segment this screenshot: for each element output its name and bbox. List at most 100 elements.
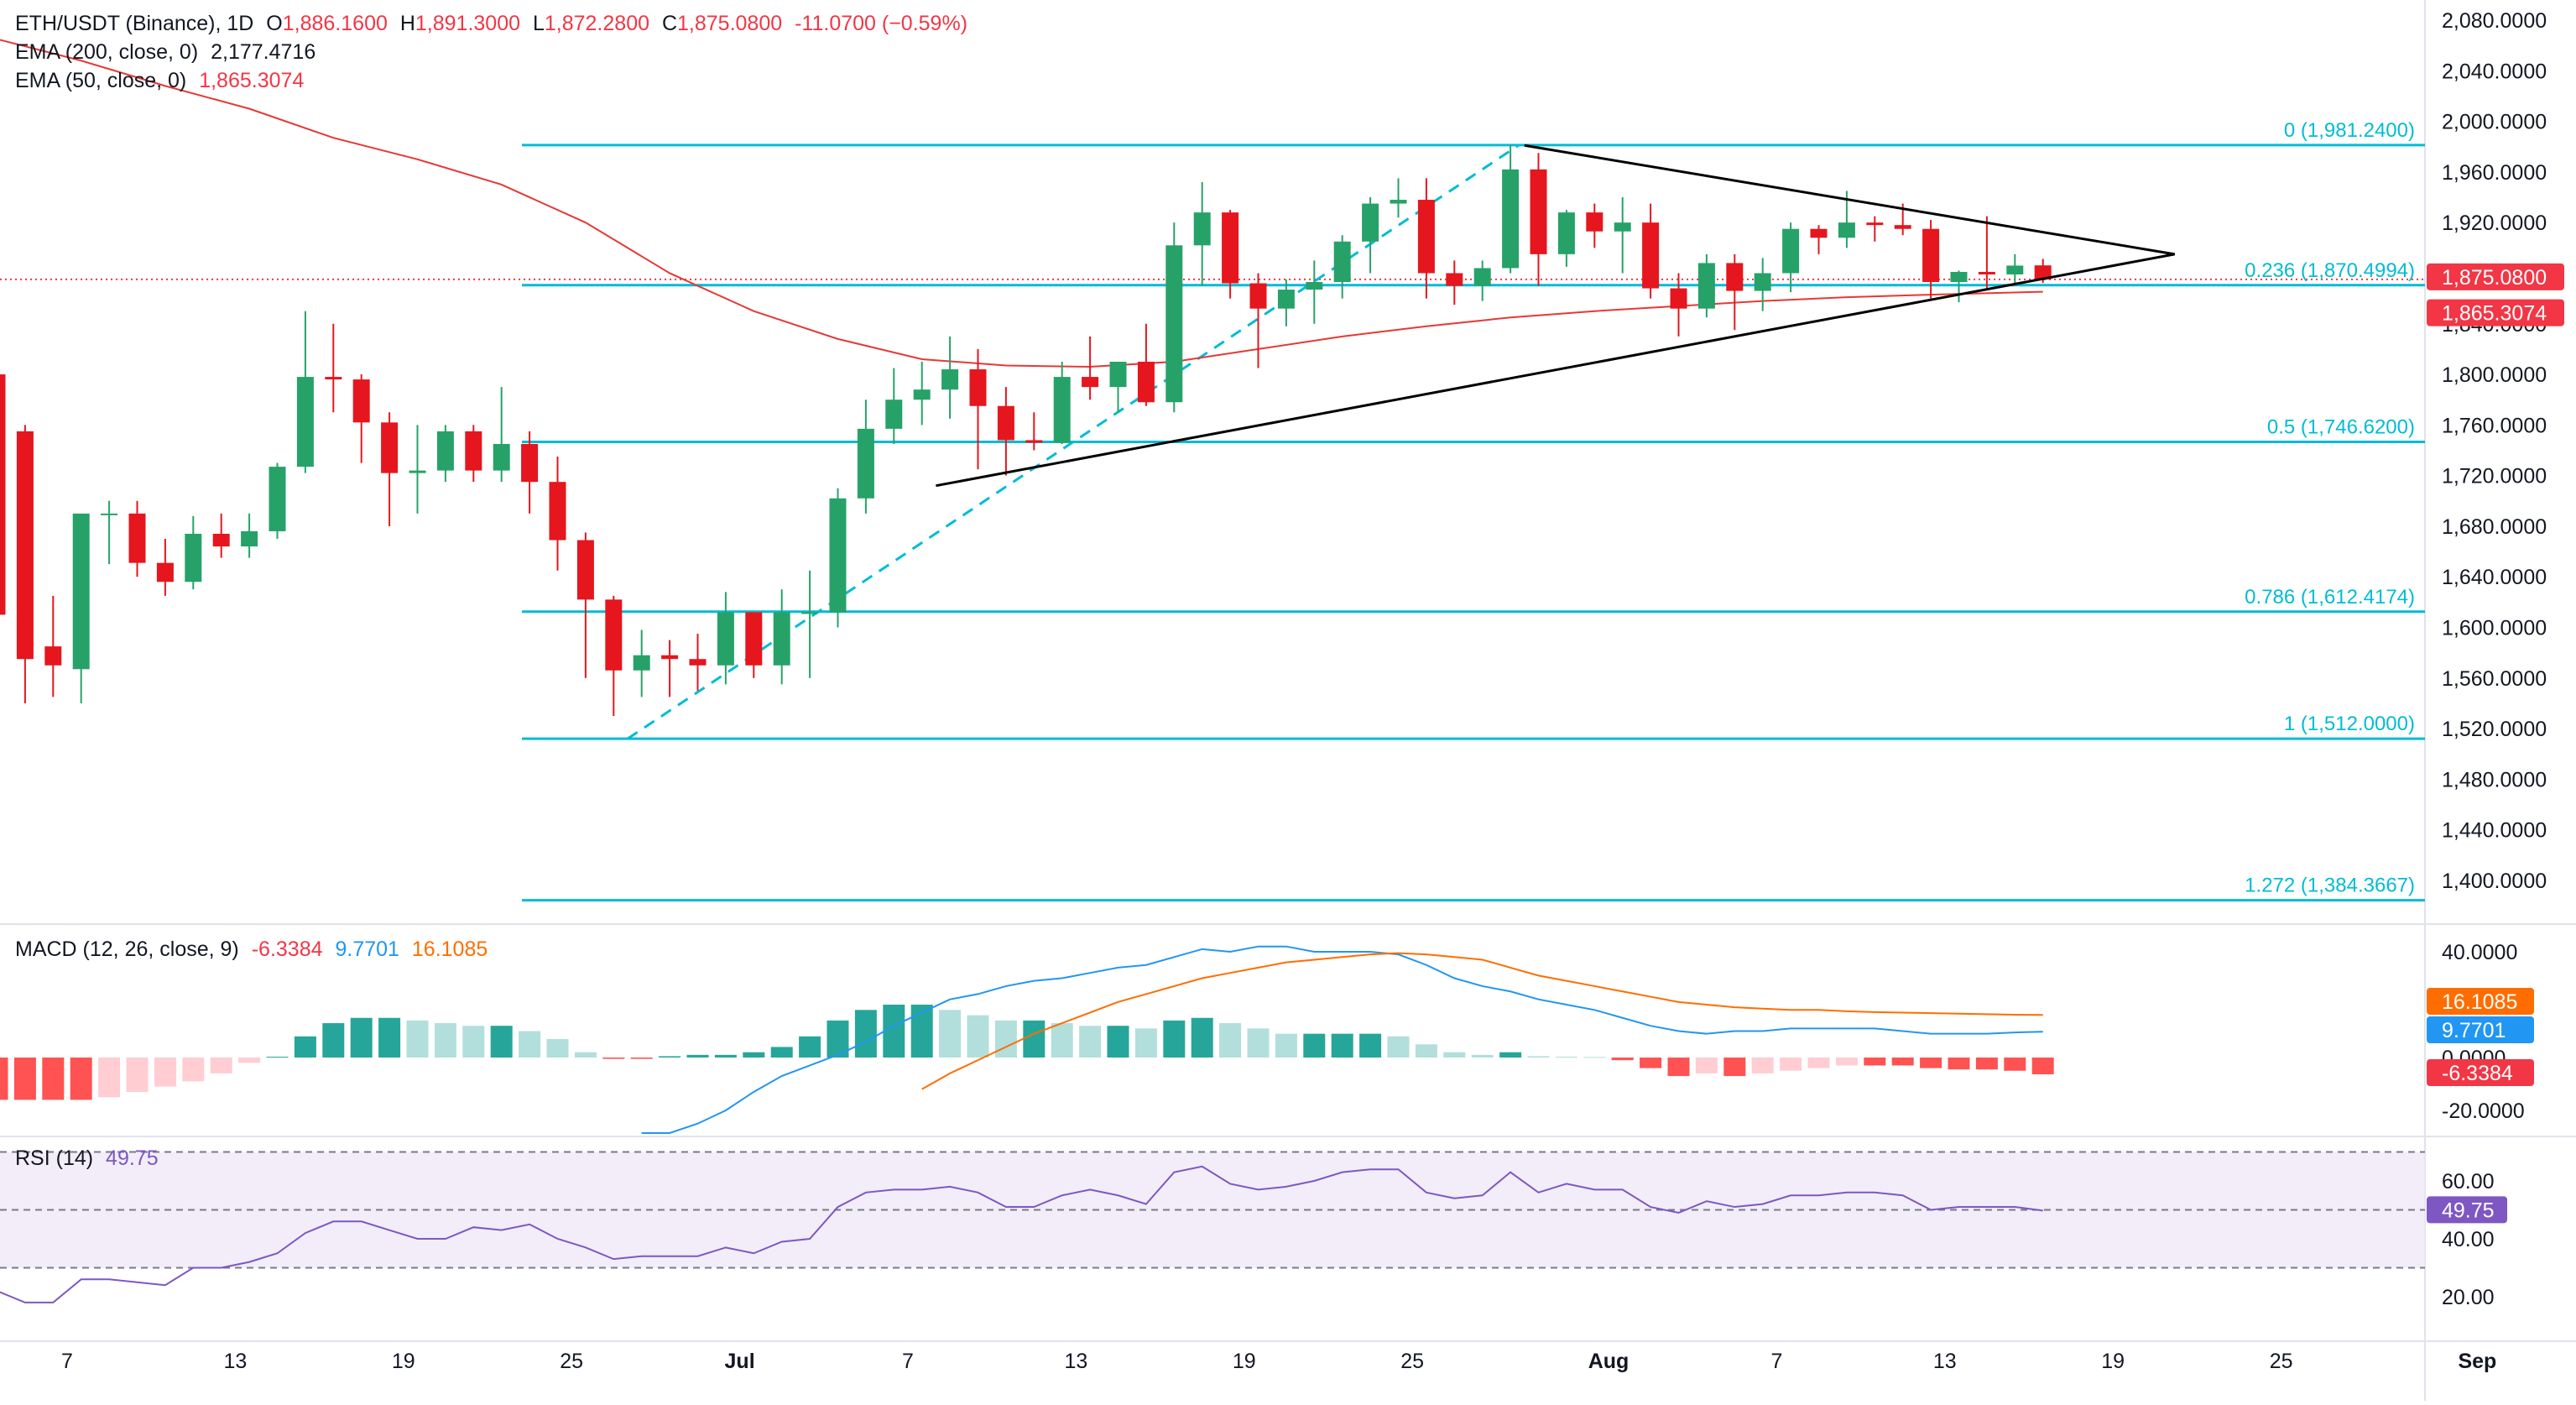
candle-up[interactable]	[913, 389, 931, 400]
candle-down[interactable]	[1082, 377, 1099, 388]
candle-up[interactable]	[717, 612, 734, 666]
candle-down[interactable]	[1417, 200, 1435, 274]
candle-down[interactable]	[1137, 361, 1155, 403]
candle-down[interactable]	[1810, 228, 1828, 238]
candle-up[interactable]	[1306, 282, 1323, 290]
candle-up[interactable]	[436, 431, 454, 471]
candle-down[interactable]	[1642, 222, 1660, 289]
price-axis-label: 1,800.0000	[2442, 363, 2547, 387]
macd-histogram-bar	[1275, 1033, 1297, 1058]
macd-signal-line[interactable]	[921, 952, 2043, 1090]
candle-up[interactable]	[773, 612, 790, 666]
candle-up[interactable]	[1165, 245, 1183, 403]
candle-down[interactable]	[689, 659, 707, 666]
candle-up[interactable]	[1782, 228, 1800, 274]
candle-down[interactable]	[1222, 212, 1239, 284]
candle-up[interactable]	[269, 467, 286, 531]
candle-up[interactable]	[1614, 222, 1631, 232]
candle-down[interactable]	[2034, 265, 2052, 279]
candle-down[interactable]	[969, 369, 987, 406]
candle-down[interactable]	[1894, 225, 1911, 229]
candle-up[interactable]	[1333, 241, 1351, 283]
candle-down[interactable]	[16, 431, 34, 660]
candle-up[interactable]	[1109, 361, 1127, 388]
candle-up[interactable]	[1053, 377, 1071, 443]
candle-down[interactable]	[465, 431, 482, 471]
candle-down[interactable]	[381, 422, 399, 473]
candle-down[interactable]	[745, 612, 763, 666]
candle-up[interactable]	[72, 513, 90, 670]
candle-down[interactable]	[325, 377, 342, 380]
candle-down[interactable]	[1025, 440, 1043, 443]
candle-down[interactable]	[128, 513, 146, 563]
ema50-legend[interactable]: EMA (50, close, 0) 1,865.3074	[15, 69, 310, 93]
candle-up[interactable]	[409, 470, 426, 473]
open-label: O	[266, 12, 283, 35]
candle-up[interactable]	[296, 377, 314, 467]
candle-up[interactable]	[633, 655, 650, 671]
candle-up[interactable]	[1390, 200, 1407, 204]
candle-down[interactable]	[212, 533, 230, 547]
time-axis-label: 13	[1064, 1350, 1087, 1373]
close-value: 1,875.0800	[677, 12, 783, 35]
candle-up[interactable]	[241, 530, 258, 547]
close-label: C	[661, 12, 678, 35]
candle-down[interactable]	[1866, 222, 1884, 226]
candle-up[interactable]	[185, 533, 202, 582]
candle-up[interactable]	[493, 443, 510, 471]
candle-up[interactable]	[1838, 222, 1855, 238]
candle-down[interactable]	[1530, 169, 1547, 254]
symbol-label[interactable]: ETH/USDT (Binance), 1D	[15, 12, 254, 35]
rsi-line[interactable]	[0, 1165, 2043, 1303]
candle-up[interactable]	[101, 513, 118, 515]
candle-down[interactable]	[1586, 212, 1603, 232]
candle-down[interactable]	[352, 379, 370, 423]
macd-histogram-bar	[462, 1026, 485, 1058]
candle-down[interactable]	[1670, 288, 1687, 309]
candle-down[interactable]	[605, 599, 623, 671]
candle-down[interactable]	[1249, 283, 1267, 309]
time-axis-label: 13	[223, 1350, 247, 1373]
candle-down[interactable]	[521, 443, 539, 483]
candle-up[interactable]	[1362, 203, 1379, 242]
macd-histogram-bar	[322, 1023, 345, 1058]
candle-up[interactable]	[1557, 212, 1575, 254]
candle-down[interactable]	[1726, 263, 1744, 291]
price-axis-label: 2,080.0000	[2442, 9, 2547, 33]
candle-up[interactable]	[1697, 263, 1715, 309]
candle-down[interactable]	[1922, 228, 1940, 283]
candle-up[interactable]	[1950, 271, 1968, 283]
macd-label: MACD (12, 26, close, 9)	[15, 938, 239, 961]
candle-up[interactable]	[801, 612, 819, 614]
macd-line[interactable]	[641, 945, 2043, 1134]
candle-up[interactable]	[885, 400, 903, 429]
macd-legend[interactable]: MACD (12, 26, close, 9) -6.3384 9.7701 1…	[15, 938, 494, 962]
candle-down[interactable]	[576, 540, 594, 600]
rsi-legend[interactable]: RSI (14) 49.75	[15, 1146, 165, 1171]
candle-up[interactable]	[1473, 268, 1491, 286]
candle-up[interactable]	[2006, 265, 2024, 274]
candle-down[interactable]	[997, 405, 1014, 441]
candle-up[interactable]	[1754, 273, 1771, 291]
candle-up[interactable]	[857, 428, 874, 499]
rsi-axis-label: 20.00	[2442, 1286, 2495, 1309]
candle-up[interactable]	[829, 498, 847, 613]
candle-up[interactable]	[1502, 169, 1520, 269]
macd-histogram-bar	[1415, 1044, 1437, 1058]
triangle-pattern[interactable]	[936, 144, 2175, 488]
candle-down[interactable]	[549, 482, 566, 541]
candle-down[interactable]	[44, 646, 62, 666]
candle-down[interactable]	[1446, 273, 1463, 286]
candle-down[interactable]	[156, 562, 174, 582]
candle-down[interactable]	[661, 655, 679, 660]
macd-histogram-bar	[1219, 1023, 1242, 1058]
candle-down[interactable]	[1978, 271, 1995, 274]
candle-up[interactable]	[1277, 290, 1295, 309]
ema200-legend[interactable]: EMA (200, close, 0) 2,177.4716	[15, 40, 322, 65]
candle-up[interactable]	[941, 369, 959, 390]
macd-histogram-bar	[1499, 1052, 1522, 1058]
candle-down[interactable]	[0, 374, 6, 615]
candle-up[interactable]	[1193, 212, 1211, 246]
